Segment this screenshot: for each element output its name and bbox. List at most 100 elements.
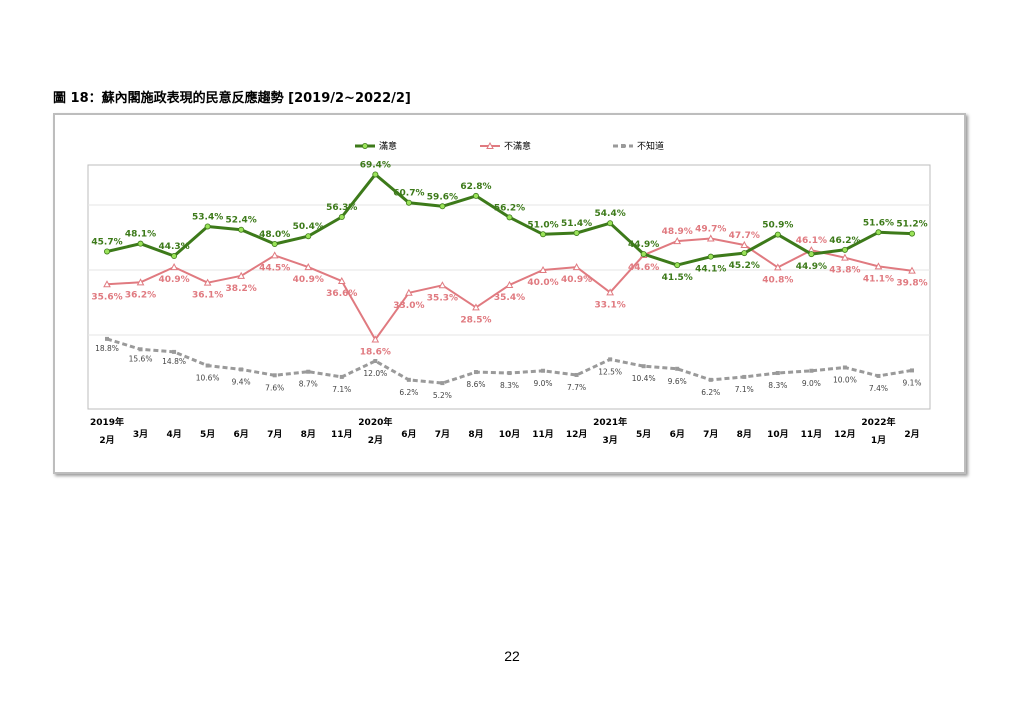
data-point <box>271 241 278 248</box>
data-point <box>105 336 109 341</box>
data-label: 53.4% <box>192 212 223 222</box>
data-label: 10.4% <box>632 374 656 383</box>
data-label: 41.1% <box>863 274 894 284</box>
data-point <box>103 280 111 288</box>
data-label: 35.6% <box>91 292 122 302</box>
data-point <box>138 347 143 352</box>
data-point <box>337 277 346 285</box>
data-label: 60.7% <box>393 189 424 199</box>
tick-label: 8月 <box>737 429 752 440</box>
data-point <box>305 233 312 240</box>
data-point <box>137 240 144 247</box>
series-layer <box>103 171 916 386</box>
data-label: 46.1% <box>796 236 827 246</box>
data-point <box>505 280 514 288</box>
data-label: 35.3% <box>427 293 458 303</box>
data-point <box>675 366 680 371</box>
data-point <box>506 214 513 221</box>
data-point <box>339 374 344 379</box>
data-label: 7.6% <box>265 383 284 392</box>
tick-label: 5月 <box>200 429 215 440</box>
data-label: 44.9% <box>628 240 659 250</box>
data-point <box>640 251 647 258</box>
legend-item: 滿意 <box>355 140 397 152</box>
data-point <box>371 335 380 343</box>
data-label: 59.6% <box>427 192 458 202</box>
data-point <box>876 373 881 378</box>
tick-label-year: 2021年 <box>593 416 627 428</box>
data-point <box>673 237 682 245</box>
data-label: 46.2% <box>829 236 860 246</box>
data-label: 40.9% <box>158 275 189 285</box>
data-point <box>270 251 279 259</box>
data-point <box>406 377 411 382</box>
tick-label: 8月 <box>468 429 483 440</box>
data-label: 9.4% <box>232 377 251 386</box>
data-point <box>875 229 882 236</box>
data-label: 69.4% <box>360 160 391 170</box>
legend-label: 不滿意 <box>504 140 531 152</box>
tick-label: 2月 <box>904 429 919 440</box>
data-point <box>740 240 749 248</box>
data-label: 41.5% <box>662 273 693 283</box>
data-label: 52.4% <box>226 216 257 226</box>
data-label: 48.1% <box>125 230 156 240</box>
data-label: 15.6% <box>129 354 153 363</box>
tick-label: 10月 <box>767 429 789 440</box>
data-point <box>540 231 547 238</box>
legend-marker <box>361 142 368 149</box>
data-label: 6.2% <box>701 388 720 397</box>
data-label: 5.2% <box>433 391 452 400</box>
data-label: 33.1% <box>595 300 626 310</box>
data-point <box>607 220 614 227</box>
figure-title: 圖 18：蘇內閣施政表現的民意反應趨勢 [2019/2~2022/2] <box>53 91 411 106</box>
legend-marker <box>486 141 494 149</box>
data-point <box>773 263 782 271</box>
data-point <box>606 288 614 296</box>
data-label: 36.2% <box>125 290 156 300</box>
tick-label: 5月 <box>636 429 651 440</box>
data-label: 14.8% <box>162 357 186 366</box>
tick-label: 6月 <box>670 429 685 440</box>
data-point <box>541 368 546 373</box>
data-point <box>908 266 916 274</box>
data-point <box>405 199 412 206</box>
data-point <box>405 288 413 296</box>
data-point <box>775 371 780 376</box>
data-label: 56.3% <box>326 203 357 213</box>
data-point <box>237 271 246 279</box>
data-point <box>272 373 277 378</box>
data-point <box>674 262 681 269</box>
data-label: 8.3% <box>768 381 787 390</box>
tick-label: 11月 <box>801 429 823 440</box>
data-point <box>171 253 178 260</box>
tick-label: 4月 <box>166 429 181 440</box>
data-label: 45.2% <box>729 261 760 271</box>
data-point <box>306 369 311 374</box>
data-label: 9.1% <box>902 378 921 387</box>
data-label: 7.1% <box>332 385 351 394</box>
data-point <box>842 365 847 370</box>
page-number: 22 <box>504 648 520 664</box>
data-point <box>507 371 512 376</box>
tick-label: 3月 <box>133 429 148 440</box>
data-point <box>707 253 714 260</box>
data-point <box>170 263 178 271</box>
data-label: 7.7% <box>567 383 586 392</box>
data-point <box>774 231 781 238</box>
tick-label: 7月 <box>435 429 450 440</box>
tick-label-year: 2019年 <box>90 416 124 428</box>
data-label: 44.3% <box>158 242 189 252</box>
data-label: 43.8% <box>829 266 860 276</box>
tick-label: 3月 <box>602 435 617 446</box>
data-point <box>373 359 378 363</box>
data-label: 62.8% <box>460 182 491 192</box>
tick-label: 10月 <box>499 429 521 440</box>
data-point <box>172 349 177 354</box>
data-label: 44.1% <box>695 265 726 275</box>
data-label: 49.7% <box>695 224 726 234</box>
data-point <box>608 357 613 362</box>
tick-label: 7月 <box>267 429 282 440</box>
data-point <box>338 214 345 221</box>
data-point <box>574 372 579 377</box>
